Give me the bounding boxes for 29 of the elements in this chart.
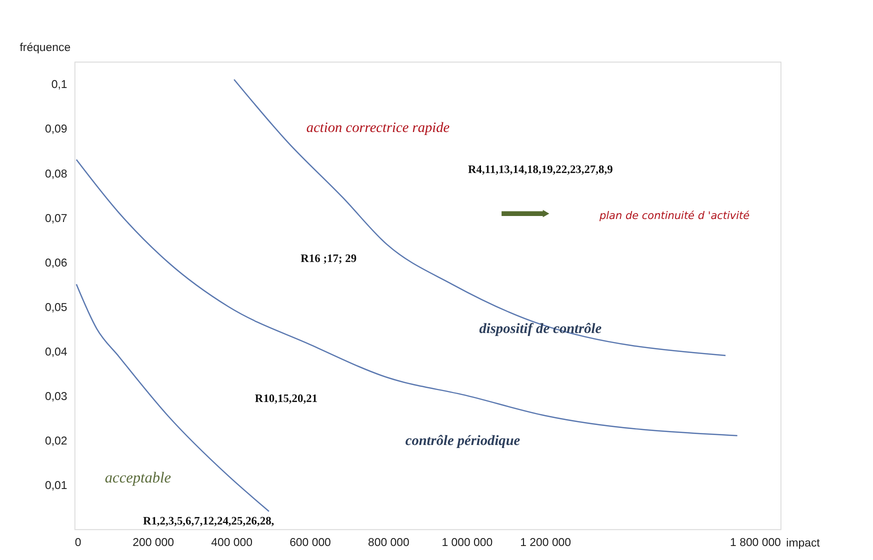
y-tick-label: 0,07 bbox=[45, 212, 68, 225]
x-tick-label: 0 bbox=[74, 536, 82, 549]
x-tick-label: 200 000 bbox=[132, 536, 174, 549]
y-tick-label: 0,1 bbox=[51, 79, 68, 92]
x-tick-label: 800 000 bbox=[368, 536, 410, 549]
x-tick-label: 600 000 bbox=[290, 536, 331, 549]
y-tick-label: 0,03 bbox=[45, 390, 68, 403]
annotation: R1,2,3,5,6,7,12,24,25,26,28, bbox=[142, 516, 274, 528]
x-tick-label: 400 000 bbox=[211, 536, 252, 549]
x-axis-title: impact bbox=[786, 537, 821, 550]
annotation: R16 ;17; 29 bbox=[300, 252, 357, 265]
y-tick-label: 0,09 bbox=[45, 124, 68, 136]
y-tick-label: 0,02 bbox=[45, 435, 68, 448]
annotation: plan de continuité d 'activité bbox=[598, 210, 750, 222]
annotation: acceptable bbox=[104, 470, 172, 486]
x-tick-label: 1 200 000 bbox=[520, 536, 572, 549]
x-tick-label: 1 800 000 bbox=[730, 536, 781, 549]
y-tick-label: 0,08 bbox=[45, 168, 68, 180]
y-tick-label: 0,01 bbox=[45, 480, 68, 492]
annotation: dispositif de contrôle bbox=[479, 320, 602, 337]
annotation: action correctrice rapide bbox=[306, 120, 450, 136]
x-tick-label: 1 000 000 bbox=[442, 536, 493, 549]
annotation: R10,15,20,21 bbox=[254, 393, 318, 406]
y-axis-title: fréquence bbox=[20, 42, 71, 54]
y-tick-label: 0,06 bbox=[45, 257, 68, 270]
y-tick-label: 0,05 bbox=[45, 302, 68, 314]
y-tick-label: 0,04 bbox=[45, 346, 68, 358]
annotation: R4,11,13,14,18,19,22,23,27,8,9 bbox=[468, 164, 614, 176]
annotation: contrôle périodique bbox=[405, 433, 521, 450]
